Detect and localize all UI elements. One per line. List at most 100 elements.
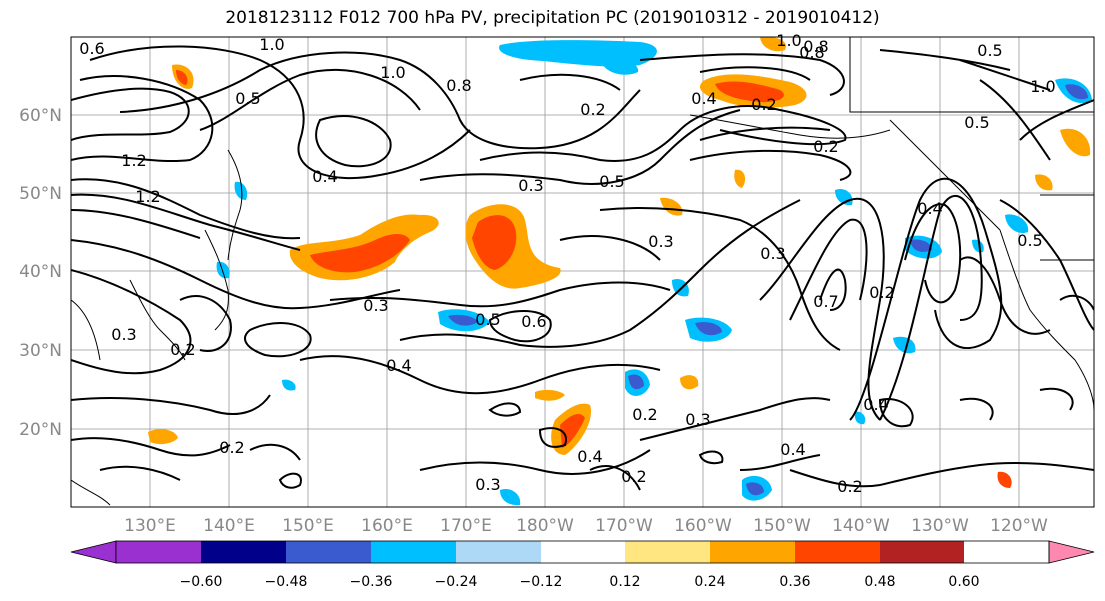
lat-label: 50°N bbox=[19, 184, 62, 204]
contour-label: 0.6 bbox=[79, 39, 104, 58]
colorbar: −0.60 −0.48 −0.36 −0.24 −0.12 0.12 0.24 … bbox=[70, 540, 1095, 590]
lon-label: 160°W bbox=[674, 516, 732, 536]
contour-label: 0.4 bbox=[691, 89, 716, 108]
lon-label: 170°W bbox=[595, 516, 653, 536]
colorbar-tick-label: 0.24 bbox=[694, 574, 725, 590]
contour-label: 0.4 bbox=[386, 356, 411, 375]
colorbar-cell bbox=[201, 541, 286, 563]
contour-label: 1.2 bbox=[121, 151, 146, 170]
contour-label: 0.2 bbox=[621, 467, 646, 486]
precip-negative-region bbox=[600, 59, 639, 75]
lat-label: 60°N bbox=[19, 106, 62, 126]
contour-label: 0.2 bbox=[219, 438, 244, 457]
contour-labels: 0.6 1.01.00.8 0.51.21.20.4 0.3 0.50.30.30.60… bbox=[79, 31, 1055, 496]
contour-label: 1.0 bbox=[1030, 77, 1055, 96]
colorbar-extend-low bbox=[70, 540, 117, 564]
colorbar-extend-high bbox=[1048, 540, 1095, 564]
pv-contours bbox=[71, 45, 1094, 491]
lon-label: 160°E bbox=[361, 516, 413, 536]
precip-positive-region bbox=[1035, 174, 1053, 191]
precip-negative-region bbox=[1065, 84, 1088, 100]
precip-negative-region bbox=[500, 488, 521, 506]
colorbar-tick-label: −0.12 bbox=[520, 574, 563, 590]
precip-positive-region bbox=[680, 375, 699, 390]
lon-label: 180°W bbox=[516, 516, 574, 536]
contour-label: 0.4 bbox=[863, 395, 888, 414]
contour-label: 0.8 bbox=[799, 43, 824, 62]
contour-label: 0.2 bbox=[580, 100, 605, 119]
contour-label: 0.2 bbox=[869, 283, 894, 302]
precip-negative-region bbox=[854, 411, 866, 425]
precip-negative-region bbox=[282, 379, 296, 391]
contour-label: 0.4 bbox=[917, 199, 942, 218]
precip-negative-region bbox=[910, 239, 932, 252]
precip-negative-region bbox=[893, 336, 916, 354]
lon-label: 140°E bbox=[203, 516, 255, 536]
contour-label: 0.4 bbox=[577, 447, 602, 466]
precip-positive-region bbox=[472, 215, 517, 270]
precip-negative-region bbox=[695, 322, 722, 336]
precip-negative-region bbox=[448, 314, 478, 326]
colorbar-tick-label: −0.60 bbox=[180, 574, 223, 590]
precip-negative-region bbox=[234, 181, 248, 200]
contour-label: 0.3 bbox=[111, 325, 136, 344]
colorbar-cell bbox=[880, 541, 964, 563]
colorbar-cell bbox=[371, 541, 456, 563]
contour-label: 0.5 bbox=[475, 310, 500, 329]
contour-label: 0.5 bbox=[1017, 231, 1042, 250]
contour-label: 0.3 bbox=[518, 176, 543, 195]
contour-label: 0.2 bbox=[632, 405, 657, 424]
precip-negative-region bbox=[1005, 214, 1029, 234]
lon-label: 140°W bbox=[832, 516, 890, 536]
contour-label: 0.5 bbox=[964, 113, 989, 132]
latitude-labels: 60°N 50°N 40°N 30°N 20°N bbox=[19, 106, 62, 440]
colorbar-tick-label: 0.48 bbox=[864, 574, 895, 590]
colorbar-cell bbox=[456, 541, 541, 563]
precip-positive-region bbox=[310, 234, 410, 273]
contour-label: 0.2 bbox=[751, 95, 776, 114]
colorbar-cell bbox=[286, 541, 371, 563]
colorbar-tick-label: −0.24 bbox=[435, 574, 478, 590]
lon-label: 130°W bbox=[911, 516, 969, 536]
contour-label: 0.4 bbox=[780, 440, 805, 459]
contour-label: 0.3 bbox=[475, 475, 500, 494]
contour-label: 0.2 bbox=[813, 137, 838, 156]
contour-label: 0.8 bbox=[803, 37, 828, 56]
contour-label: 0.3 bbox=[363, 296, 388, 315]
contour-label: 0.5 bbox=[599, 172, 624, 191]
colorbar-tick-label: −0.36 bbox=[350, 574, 393, 590]
contour-label: 0.2 bbox=[170, 340, 195, 359]
coastlines bbox=[71, 37, 1094, 506]
lon-label: 170°E bbox=[440, 516, 492, 536]
lat-label: 40°N bbox=[19, 262, 62, 282]
precip-negative-region bbox=[216, 261, 230, 279]
precip-positive-region bbox=[148, 429, 178, 445]
contour-label: 0.3 bbox=[760, 244, 785, 263]
colorbar-frame bbox=[115, 540, 1050, 564]
lon-label: 120°W bbox=[990, 516, 1048, 536]
contour-label: 1.0 bbox=[776, 31, 801, 50]
contour-label: 0.3 bbox=[648, 232, 673, 251]
contour-label: 0.6 bbox=[521, 312, 546, 331]
colorbar-cell bbox=[795, 541, 880, 563]
colorbar-cell bbox=[625, 541, 710, 563]
precip-positive-region bbox=[997, 471, 1012, 488]
contour-label: 0.8 bbox=[446, 76, 471, 95]
colorbar-cell bbox=[710, 541, 795, 563]
contour-label: 1.2 bbox=[135, 187, 160, 206]
colorbar-tick-label: 0.36 bbox=[779, 574, 810, 590]
contour-label: 0.3 bbox=[685, 410, 710, 429]
longitude-labels: 130°E 140°E 150°E 160°E 170°E 180°W 170°… bbox=[124, 516, 1048, 536]
colorbar-tick-label: 0.60 bbox=[948, 574, 979, 590]
contour-label: 1.0 bbox=[380, 63, 405, 82]
lat-label: 30°N bbox=[19, 341, 62, 361]
precip-positive-region bbox=[660, 197, 683, 216]
lat-label: 20°N bbox=[19, 420, 62, 440]
lon-label: 150°E bbox=[282, 516, 334, 536]
colorbar-cell bbox=[116, 541, 201, 563]
precip-positive-region bbox=[715, 81, 784, 103]
colorbar-tick-label: −0.48 bbox=[265, 574, 308, 590]
precip-positive-region bbox=[176, 70, 188, 85]
lon-label: 130°E bbox=[124, 516, 176, 536]
